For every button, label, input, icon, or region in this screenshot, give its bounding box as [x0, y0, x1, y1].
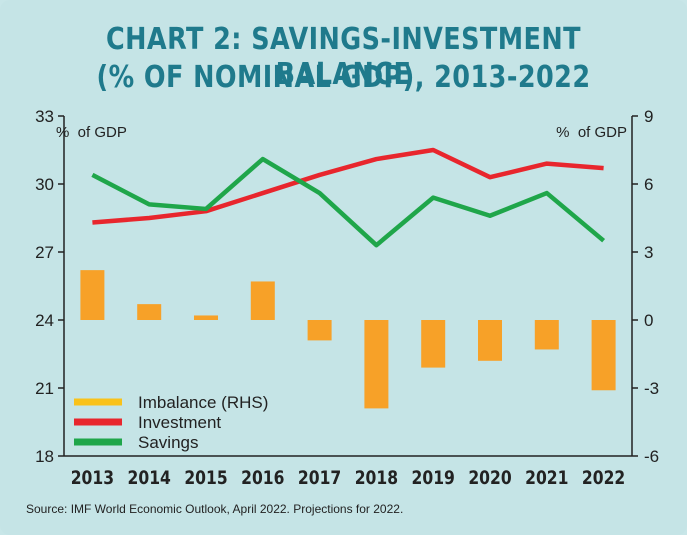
x-tick-label: 2015 [184, 468, 227, 490]
imbalance-bar [364, 320, 389, 409]
x-tick-label: 2019 [412, 468, 455, 490]
x-tick-label: 2016 [241, 468, 284, 490]
x-tick-label: 2013 [71, 468, 114, 490]
left-ticks: 18 21 24 27 30 33 [35, 107, 64, 466]
right-axis-label: % of GDP [556, 124, 627, 141]
left-tick-label: 21 [35, 379, 54, 398]
left-tick-label: 18 [35, 447, 54, 466]
imbalance-bar [534, 320, 559, 350]
x-tick-label: 2014 [128, 468, 171, 490]
right-tick-label: 0 [644, 311, 653, 330]
chart-subtitle: (% OF NOMINAL GDP), 2013-2022 [96, 60, 591, 95]
left-axis-label: % of GDP [56, 124, 127, 141]
imbalance-bar [137, 304, 162, 320]
right-tick-label: 9 [644, 107, 653, 126]
right-tick-label: 3 [644, 243, 653, 262]
imbalance-bar [194, 315, 218, 320]
x-ticks: 2013 2014 2015 2016 2017 2018 2019 2020 2021 2022 [71, 468, 626, 490]
imbalance-bar [80, 270, 105, 320]
legend-label-imbalance: Imbalance (RHS) [138, 393, 268, 412]
investment-line [92, 147, 604, 225]
left-tick-label: 33 [35, 107, 54, 126]
imbalance-bar [421, 320, 446, 368]
left-tick-label: 30 [35, 175, 54, 194]
legend: Imbalance (RHS) Investment Savings [74, 393, 268, 452]
left-tick-label: 27 [35, 243, 54, 262]
imbalance-bar [478, 320, 502, 361]
savings-line [91, 156, 606, 248]
imbalance-bars [80, 270, 616, 409]
imbalance-bar [307, 320, 332, 341]
x-tick-label: 2022 [582, 468, 625, 490]
x-tick-label: 2020 [468, 468, 511, 490]
left-tick-label: 24 [35, 311, 54, 330]
axes [63, 116, 633, 457]
imbalance-bar [591, 320, 616, 391]
right-tick-label: 6 [644, 175, 653, 194]
source-note: Source: IMF World Economic Outlook, Apri… [26, 502, 404, 516]
x-tick-label: 2018 [355, 468, 398, 490]
x-tick-label: 2021 [525, 468, 568, 490]
legend-label-investment: Investment [138, 413, 221, 432]
legend-label-savings: Savings [138, 433, 198, 452]
right-ticks: -6 -3 0 3 6 9 [632, 107, 659, 466]
right-tick-label: -3 [644, 379, 659, 398]
series-lines [91, 147, 606, 248]
right-tick-label: -6 [644, 447, 659, 466]
imbalance-bar [250, 281, 275, 320]
x-tick-label: 2017 [298, 468, 341, 490]
chart-title: CHART 2: SAVINGS-INVESTMENT BALANCE [106, 22, 581, 92]
